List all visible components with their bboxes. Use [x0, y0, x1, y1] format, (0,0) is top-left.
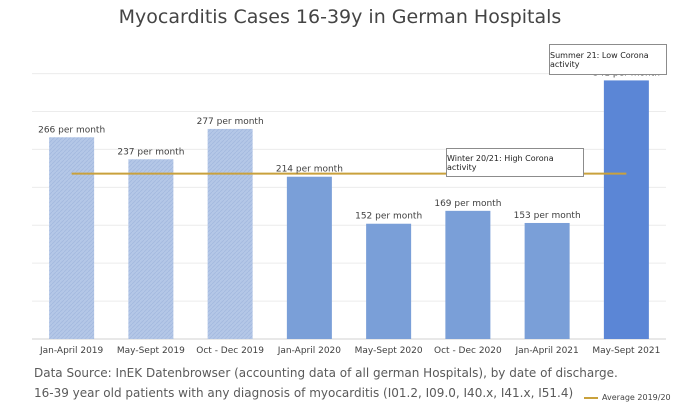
category-label-4: May-Sept 2020: [355, 346, 423, 356]
category-label-5: Oct - Dec 2020: [434, 346, 502, 356]
bar-7: [603, 80, 649, 340]
source-line-1: Data Source: InEK Datenbrowser (accounti…: [34, 366, 618, 380]
summer-annotation: Summer 21: Low Corona activity: [549, 44, 667, 75]
category-label-6: Jan-April 2021: [514, 346, 578, 356]
legend: Average 2019/20: [584, 393, 671, 402]
bar-5: [445, 210, 491, 339]
bar-6: [524, 222, 570, 339]
bar-2: [207, 128, 253, 339]
category-label-2: Oct - Dec 2019: [196, 346, 264, 356]
data-label-6: 153 per month: [514, 211, 581, 221]
bar-1: [128, 159, 174, 339]
data-label-5: 169 per month: [434, 199, 501, 209]
bar-3: [286, 176, 332, 339]
category-label-0: Jan-April 2019: [39, 346, 104, 356]
source-line-2: 16-39 year old patients with any diagnos…: [34, 386, 574, 400]
data-label-2: 277 per month: [197, 117, 264, 127]
data-label-1: 237 per month: [117, 147, 184, 157]
data-label-0: 266 per month: [38, 125, 105, 135]
data-label-4: 152 per month: [355, 212, 422, 222]
data-label-3: 214 per month: [276, 165, 343, 175]
legend-label: Average 2019/20: [602, 393, 671, 402]
category-label-3: Jan-April 2020: [277, 346, 342, 356]
winter-annotation: Winter 20/21: High Corona activity: [446, 148, 584, 177]
category-label-1: May-Sept 2019: [117, 346, 185, 356]
bar-0: [49, 137, 95, 339]
legend-swatch: [584, 396, 598, 399]
bar-4: [366, 223, 412, 339]
category-label-7: May-Sept 2021: [592, 346, 660, 356]
chart-title: Myocarditis Cases 16-39y in German Hospi…: [118, 6, 562, 28]
